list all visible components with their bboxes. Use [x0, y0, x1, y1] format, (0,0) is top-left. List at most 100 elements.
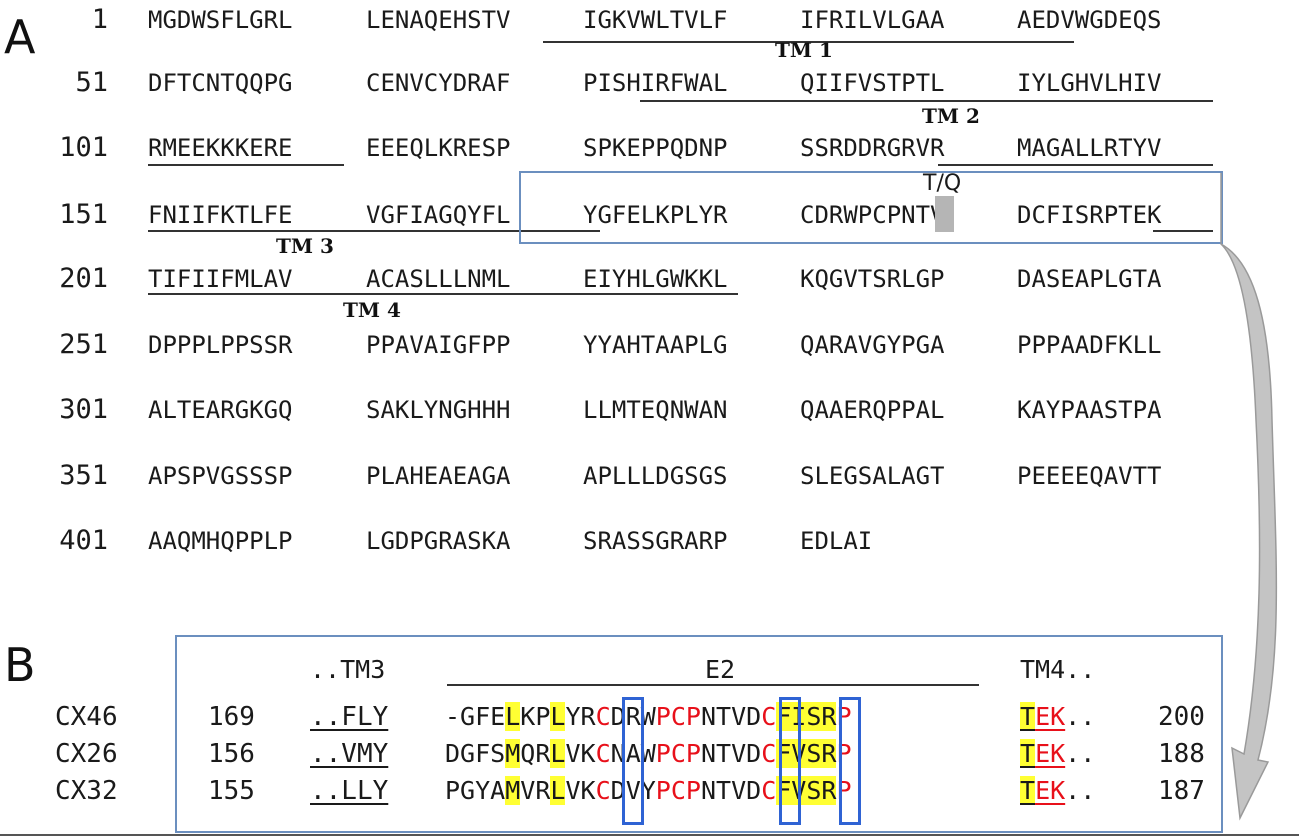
sequence-block: DCFISRPTEK	[1017, 201, 1162, 229]
sequence-block: AEDVWGDEQS	[1017, 6, 1162, 34]
connexin-name: CX26	[55, 739, 118, 769]
panel-a-label: A	[4, 10, 36, 64]
residue-number: 151	[59, 199, 108, 230]
tm3-residues: ..VMY	[310, 739, 389, 769]
sequence-block: PLAHEAEAGA	[366, 462, 511, 490]
sequence-block: PPAVAIGFPP	[366, 331, 511, 359]
tm2-underline-cont	[148, 164, 344, 166]
residue-segment: ..	[1065, 702, 1096, 731]
sequence-block: EDLAI	[800, 527, 873, 555]
sequence-block: LENAQEHSTV	[366, 6, 511, 34]
sequence-block: CDRWPCPNTV	[800, 201, 945, 229]
sequence-block: EIYHLGWKKL	[583, 265, 728, 293]
sequence-block: DASEAPLGTA	[1017, 265, 1162, 293]
sequence-block: PEEEEQAVTT	[1017, 462, 1162, 490]
residue-segment: DRW	[610, 702, 656, 731]
residue-segment: Y	[565, 702, 581, 731]
sequence-block: MAGALLRTYV	[1017, 134, 1162, 162]
sequence-block: EEEQLKRESP	[366, 134, 511, 162]
residue-segment: T	[1020, 702, 1036, 731]
tm4-label: TM 4	[343, 298, 401, 322]
residue-number: 301	[59, 394, 108, 425]
glycosylation-site-highlight	[935, 196, 954, 232]
residue-segment: ..	[1065, 739, 1096, 768]
sequence-block: MGDWSFLGRL	[148, 6, 293, 34]
tm3-residues: ..FLY	[310, 702, 389, 732]
sequence-block: SLEGSALAGT	[800, 462, 945, 490]
residue-segment: C	[595, 702, 611, 731]
e2-region-box	[519, 171, 1223, 244]
sequence-block: YGFELKPLYR	[583, 201, 728, 229]
sequence-block: QARAVGYPGA	[800, 331, 945, 359]
e2-sequence: -GFELKPLYRCDRWPCPNTVDCFISRP	[445, 699, 852, 735]
residue-number: 51	[75, 67, 108, 98]
residue-segment: T	[1020, 776, 1036, 805]
sequence-block: DPPPLPPSSR	[148, 331, 293, 359]
tm3-header: ..TM3	[310, 655, 386, 684]
tm3-underline-start	[938, 164, 1213, 166]
residue-segment: VR	[520, 776, 551, 805]
residue-segment: DGFS	[445, 739, 506, 768]
residue-segment: ..	[1065, 776, 1096, 805]
e2-header: E2	[705, 655, 736, 684]
residue-number: 101	[59, 132, 108, 163]
site-label: T/Q	[923, 171, 962, 196]
residue-segment: FVSR	[776, 776, 837, 805]
conserved-box-d	[839, 697, 861, 825]
sequence-block: QIIFVSTPTL	[800, 69, 945, 97]
sequence-block: APLLLDGSGS	[583, 462, 728, 490]
residue-segment: L	[550, 776, 566, 805]
sequence-block: SPKEPPQDNP	[583, 134, 728, 162]
panel-b-label: B	[4, 638, 36, 692]
sequence-block: YYAHTAAPLG	[583, 331, 728, 359]
residue-segment: PCP	[655, 776, 701, 805]
tm4-underline	[148, 293, 738, 295]
residue-segment: N	[700, 776, 717, 805]
sequence-block: IYLGHVLHIV	[1017, 69, 1162, 97]
sequence-block: SRASSGRARP	[583, 527, 728, 555]
residue-segment: QR	[520, 739, 551, 768]
residue-segment: C	[595, 776, 611, 805]
conserved-box-k	[622, 697, 644, 825]
tm4-residues: TEK..	[1020, 699, 1095, 735]
e2-header-line	[447, 684, 979, 686]
residue-segment: T	[1020, 739, 1036, 768]
residue-segment: M	[505, 739, 521, 768]
residue-segment: N	[700, 702, 717, 731]
residue-segment: C	[595, 739, 611, 768]
sequence-block: VGFIAGQYFL	[366, 201, 511, 229]
start-position: 169	[208, 702, 255, 732]
sequence-block: DFTCNTQQPG	[148, 69, 293, 97]
sequence-block: CENVCYDRAF	[366, 69, 511, 97]
residue-segment: C	[761, 776, 777, 805]
residue-segment: V	[565, 739, 581, 768]
residue-segment: PCP	[655, 702, 701, 731]
residue-segment: C	[761, 739, 777, 768]
sequence-block: IGKVWLTVLF	[583, 6, 728, 34]
conserved-box-n	[779, 697, 801, 825]
residue-segment: L	[550, 702, 566, 731]
sequence-block: IFRILVLGAA	[800, 6, 945, 34]
residue-segment: L	[550, 739, 566, 768]
sequence-block: AAQMHQPPLP	[148, 527, 293, 555]
tm4-residues: TEK..	[1020, 773, 1095, 809]
tm3-residues: ..LLY	[310, 776, 389, 806]
tm4-header: TM4..	[1020, 655, 1096, 684]
sequence-block: LLMTEQNWAN	[583, 396, 728, 424]
arrow-shape	[1220, 173, 1278, 821]
end-position: 200	[1158, 702, 1205, 732]
end-position: 188	[1158, 739, 1205, 769]
tm2-label: TM 2	[922, 104, 980, 128]
residue-segment: EK	[1035, 739, 1066, 768]
sequence-block: RMEEKKKERE	[148, 134, 293, 162]
start-position: 156	[208, 739, 255, 769]
alignment-box	[175, 635, 1223, 833]
residue-segment: -GFE	[445, 702, 506, 731]
sequence-block: LGDPGRASKA	[366, 527, 511, 555]
residue-segment: L	[505, 702, 521, 731]
sequence-block: PPPAADFKLL	[1017, 331, 1162, 359]
sequence-block: KAYPAASTPA	[1017, 396, 1162, 424]
residue-segment: R	[580, 702, 596, 731]
sequence-block: TIFIIFMLAV	[148, 265, 293, 293]
sequence-block: QAAERQPPAL	[800, 396, 945, 424]
